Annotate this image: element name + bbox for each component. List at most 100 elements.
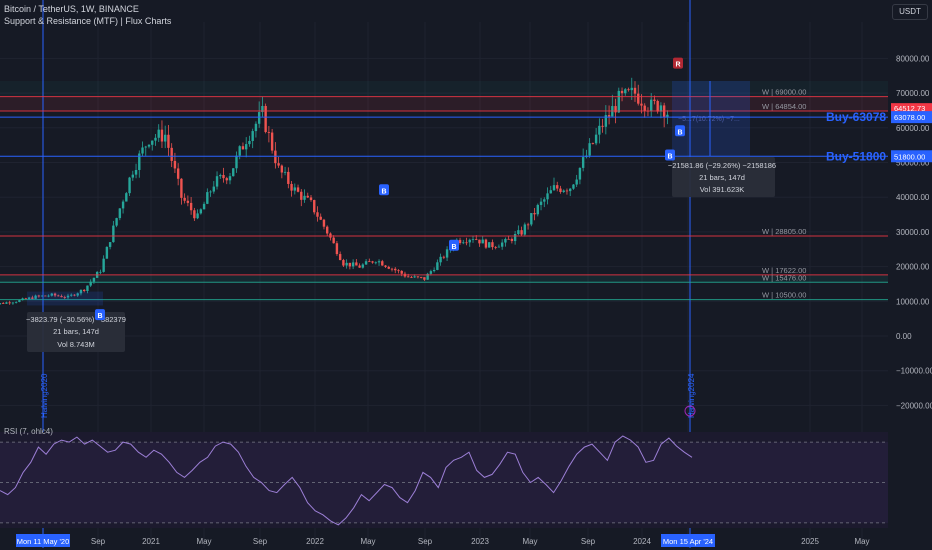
- x-tick-label: 2024: [633, 537, 651, 546]
- rsi-title: RSI (7, ohlc4): [4, 427, 53, 436]
- candle-body: [552, 185, 556, 191]
- x-tick-label: Sep: [91, 537, 106, 546]
- halving-label: Halving2020: [40, 373, 49, 418]
- candle-body: [53, 293, 57, 296]
- level-label: W | 69000.00: [762, 88, 806, 97]
- candle-body: [238, 146, 241, 156]
- measure-text: 21 bars, 147d: [699, 173, 745, 182]
- candle-body: [147, 144, 151, 147]
- candle-body: [293, 187, 296, 191]
- candle-body: [342, 260, 345, 266]
- candle-body: [335, 243, 339, 255]
- candle-body: [458, 239, 462, 244]
- currency-button[interactable]: USDT: [892, 4, 928, 20]
- candle-body: [31, 297, 34, 299]
- candle-body: [416, 276, 420, 278]
- candle-body: [225, 178, 228, 181]
- measure-box: [27, 291, 103, 306]
- candle-body: [620, 90, 624, 94]
- y-tick-label: 70000.00: [896, 89, 930, 98]
- candle-body: [530, 213, 533, 225]
- marker-badge: [95, 309, 105, 321]
- level-label: W | 64854.00: [762, 102, 806, 111]
- candle-body: [607, 115, 611, 117]
- candle-body: [575, 179, 578, 185]
- candle-body: [413, 276, 416, 278]
- candle-body: [261, 105, 264, 113]
- candle-body: [475, 239, 478, 240]
- candle-body: [283, 171, 287, 173]
- x-tick-label: Sep: [581, 537, 596, 546]
- candle-body: [497, 246, 501, 248]
- candle-body: [183, 197, 186, 201]
- candle-body: [251, 131, 254, 141]
- candle-body: [73, 294, 76, 296]
- candle-body: [121, 201, 125, 209]
- level-zone: [0, 274, 888, 283]
- measure-text: −3823.79 (−30.56%) −382379: [26, 315, 126, 324]
- candle-body: [79, 289, 83, 294]
- candle-body: [351, 262, 355, 267]
- candle-body: [125, 193, 128, 202]
- candle-body: [105, 246, 109, 259]
- candle-body: [381, 261, 384, 266]
- candle-body: [18, 300, 21, 302]
- price-badge: [891, 150, 932, 163]
- candle-body: [429, 271, 433, 274]
- price-badge-text: 63078.00: [894, 113, 925, 122]
- candle-body: [160, 129, 164, 142]
- candle-body: [565, 190, 569, 192]
- candle-body: [50, 293, 53, 296]
- candle-body: [358, 265, 361, 268]
- level-zone: [0, 96, 888, 111]
- candle-body: [588, 143, 591, 156]
- candle-body: [118, 208, 122, 219]
- candle-body: [322, 219, 326, 227]
- x-tick-label: Sep: [418, 537, 433, 546]
- candle-body: [24, 298, 28, 300]
- annotations: −3823.79 (−30.56%) −382379 21 bars, 147d V…: [26, 57, 776, 352]
- candle-body: [196, 213, 199, 219]
- y-tick-label: 0.00: [896, 332, 912, 341]
- measure-text-faint: −5...7(10.72%) −7...: [678, 116, 740, 123]
- candle-body: [270, 132, 274, 151]
- candle-body: [559, 188, 562, 192]
- rsi-background: [0, 432, 888, 528]
- candle-body: [8, 302, 11, 304]
- candle-body: [526, 224, 530, 226]
- candle-body: [0, 303, 2, 305]
- candle-body: [70, 294, 73, 296]
- candle-body: [189, 202, 193, 211]
- candle-body: [274, 150, 277, 164]
- candle-body: [549, 190, 552, 194]
- candle-body: [219, 175, 222, 177]
- candle-body: [254, 123, 258, 132]
- candle-body: [500, 242, 504, 247]
- candle-body: [604, 115, 608, 127]
- candle-body: [345, 262, 348, 266]
- candle-body: [640, 103, 643, 106]
- candle-body: [581, 157, 585, 168]
- candle-body: [215, 176, 219, 187]
- candle-body: [280, 165, 284, 173]
- measure-text: −21581.86 (−29.26%) −2158186: [668, 161, 776, 170]
- candle-body: [465, 242, 468, 244]
- candle-body: [484, 239, 488, 248]
- candle-body: [338, 254, 342, 261]
- candle-body: [232, 168, 235, 177]
- candle-body: [264, 105, 267, 133]
- x-tick-badge: [16, 534, 70, 547]
- candle-body: [193, 210, 196, 219]
- candle-body: [436, 262, 439, 270]
- y-tick-label: 50000.00: [896, 159, 930, 168]
- y-tick-label: 30000.00: [896, 228, 930, 237]
- candle-body: [303, 195, 306, 200]
- candle-body: [37, 295, 41, 297]
- candle-body: [151, 140, 154, 145]
- candle-body: [66, 295, 70, 298]
- x-tick-label: May: [196, 537, 211, 546]
- candle-body: [134, 169, 138, 175]
- marker-badge: [665, 149, 675, 161]
- candle-body: [419, 276, 423, 278]
